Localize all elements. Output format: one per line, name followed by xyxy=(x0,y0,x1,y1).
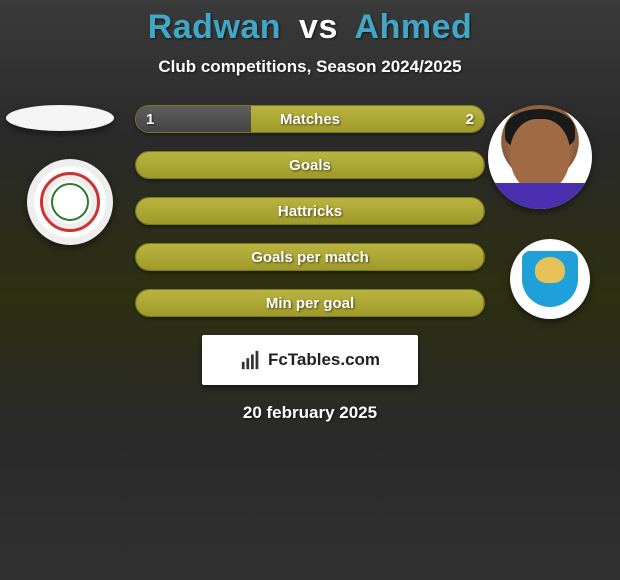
stat-label: Goals xyxy=(136,152,484,179)
stat-label: Matches xyxy=(136,106,484,133)
stat-label: Goals per match xyxy=(136,244,484,271)
stat-value-right: 2 xyxy=(456,106,484,133)
stat-bar: Min per goal xyxy=(135,289,485,317)
player1-club-badge xyxy=(27,159,113,245)
stat-bar: Hattricks xyxy=(135,197,485,225)
player2-club-badge xyxy=(510,239,590,319)
player1-name: Radwan xyxy=(148,8,281,46)
player1-avatar xyxy=(6,105,114,131)
vs-text: vs xyxy=(299,8,338,46)
avatar-jersey xyxy=(488,183,592,209)
bar-chart-icon xyxy=(240,349,262,371)
comparison-title: Radwan vs Ahmed xyxy=(0,0,620,47)
comparison-arena: Matches1 2 Goals Hattricks Goals per match Mi… xyxy=(0,105,620,423)
avatar-face xyxy=(510,119,570,193)
club-emblem-icon xyxy=(40,172,100,232)
stat-bar: Goals xyxy=(135,151,485,179)
brand-box: FcTables.com xyxy=(202,335,418,385)
stat-bar: Goals per match xyxy=(135,243,485,271)
player2-name: Ahmed xyxy=(355,8,473,46)
stat-label: Hattricks xyxy=(136,198,484,225)
stat-label: Min per goal xyxy=(136,290,484,317)
stat-value-left: 1 xyxy=(136,106,164,133)
stat-bar: Matches1 2 xyxy=(135,105,485,133)
club-emblem-icon xyxy=(522,251,578,307)
player2-avatar xyxy=(488,105,592,209)
date-text: 20 february 2025 xyxy=(0,403,620,423)
brand-text: FcTables.com xyxy=(268,350,380,370)
competition-subtitle: Club competitions, Season 2024/2025 xyxy=(0,57,620,77)
stat-bars-container: Matches1 2 Goals Hattricks Goals per match Mi… xyxy=(135,105,485,317)
